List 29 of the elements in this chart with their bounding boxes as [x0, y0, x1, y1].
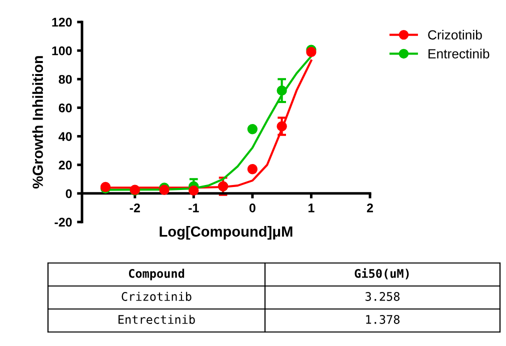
point	[276, 85, 287, 96]
text: Gi50(uM)	[354, 268, 409, 280]
y-axis-title: %Growth Inhibition	[32, 56, 43, 188]
text: Crizotinib	[122, 292, 192, 301]
legend-label: Crizotinib	[428, 30, 482, 40]
text: Compound	[128, 268, 184, 280]
x-tick-label: 2	[366, 203, 373, 212]
text: 3.258	[366, 292, 400, 301]
y-tick-label: 20	[58, 160, 72, 170]
y-tick-label: 0	[66, 189, 72, 198]
y-tick-label: 120	[52, 18, 72, 27]
y-tick-label: 80	[58, 74, 72, 84]
legend-label: Entrectinib	[428, 48, 490, 58]
y-tick-label: -20	[54, 218, 72, 227]
x-tick-label: 0	[249, 203, 256, 212]
x-axis-title: Log[Compound]μM	[160, 226, 292, 240]
y-tick-label: 100	[52, 46, 72, 56]
point	[247, 164, 258, 174]
x-tick-label: -2	[130, 203, 140, 212]
text: 1.378	[366, 315, 400, 324]
point	[306, 46, 316, 58]
point	[188, 185, 199, 196]
x-tick-label: 1	[308, 204, 314, 212]
y-tick-label: 60	[58, 104, 72, 112]
text: Entrectinib	[118, 314, 195, 324]
y-tick-label: 40	[58, 132, 72, 141]
point	[276, 121, 287, 132]
x-tick-label: -1	[188, 204, 199, 212]
point	[247, 124, 258, 134]
